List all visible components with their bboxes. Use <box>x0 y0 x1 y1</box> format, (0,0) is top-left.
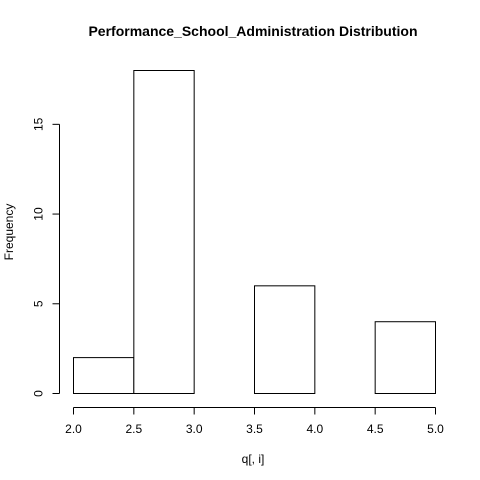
chart-title: Performance_School_Administration Distri… <box>88 23 417 39</box>
y-tick-label-3: 15 <box>32 117 46 131</box>
histogram-bar-1 <box>133 70 195 394</box>
histogram-bar-0 <box>73 357 135 395</box>
histogram-bar-3 <box>254 285 316 395</box>
x-axis: 2.0 2.5 3.0 3.5 4.0 4.5 5.0 <box>65 407 444 436</box>
y-tick-label-1: 5 <box>32 300 46 307</box>
x-axis-label: q[, i] <box>242 452 265 466</box>
x-tick-label-0: 2.0 <box>65 422 82 436</box>
x-tick-label-6: 5.0 <box>427 422 444 436</box>
x-tick-label-3: 3.5 <box>246 422 263 436</box>
x-tick-label-4: 4.0 <box>306 422 323 436</box>
y-tick-label-0: 0 <box>32 390 46 397</box>
bars-group <box>73 70 436 395</box>
x-tick-label-2: 3.0 <box>186 422 203 436</box>
y-axis: 0 5 10 15 <box>32 117 60 397</box>
y-axis-label: Frequency <box>2 204 16 261</box>
y-tick-label-2: 10 <box>32 207 46 221</box>
x-tick-label-1: 2.5 <box>125 422 142 436</box>
histogram-bar-5 <box>374 321 436 395</box>
x-tick-label-5: 4.5 <box>367 422 384 436</box>
